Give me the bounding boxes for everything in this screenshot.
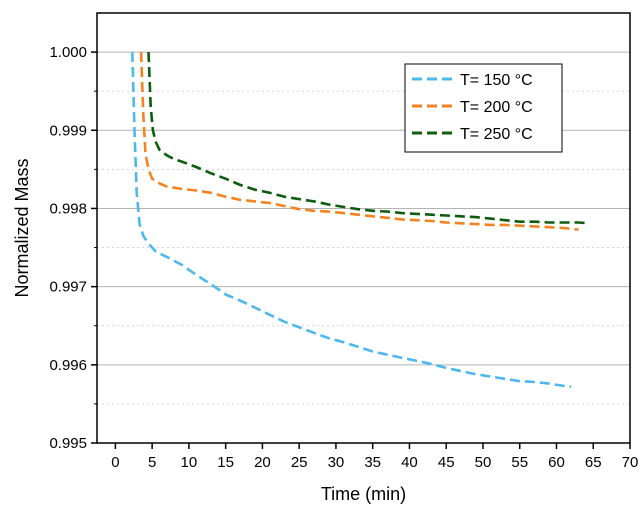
x-tick-label: 25 [291, 454, 308, 471]
x-tick-label: 15 [217, 454, 234, 471]
series-layer [131, 52, 590, 388]
x-tick-label: 55 [511, 454, 528, 471]
y-tick-label: 0.998 [49, 200, 87, 217]
legend-label-250: T= 250 °C [460, 126, 533, 143]
axis-layer: 0.995 0.996 0.997 0.998 0.999 1.000 0 5 10 15 20 25… [49, 44, 638, 471]
x-tick-label: 10 [181, 454, 198, 471]
plot-frame [96, 12, 631, 444]
y-tick-label: 0.999 [49, 122, 87, 139]
x-tick-label: 35 [364, 454, 381, 471]
x-tick-label: 65 [585, 454, 602, 471]
y-tick-label: 0.996 [49, 357, 87, 374]
x-tick-label: 45 [438, 454, 455, 471]
y-tick-label: 0.997 [49, 279, 87, 296]
legend-label-200: T= 200 °C [460, 99, 533, 116]
x-tick-label: 20 [254, 454, 271, 471]
x-tick-label: 30 [328, 454, 345, 471]
x-tick-label: 70 [622, 454, 639, 471]
x-tick-label: 0 [111, 454, 119, 471]
legend-label-150: T= 150 °C [460, 72, 533, 89]
x-tick-label: 60 [548, 454, 565, 471]
x-tick-label: 50 [475, 454, 492, 471]
y-axis-title: Normalized Mass [12, 158, 32, 297]
x-axis-title: Time (min) [321, 484, 406, 504]
series-line-1 [139, 52, 579, 231]
series-line-0 [131, 52, 572, 388]
x-tick-label: 40 [401, 454, 418, 471]
legend: T= 150 °C T= 200 °C T= 250 °C [404, 63, 563, 153]
y-tick-label: 1.000 [49, 44, 87, 61]
x-tick-label: 5 [148, 454, 156, 471]
series-line-2 [147, 52, 590, 225]
y-tick-label: 0.995 [49, 435, 87, 452]
